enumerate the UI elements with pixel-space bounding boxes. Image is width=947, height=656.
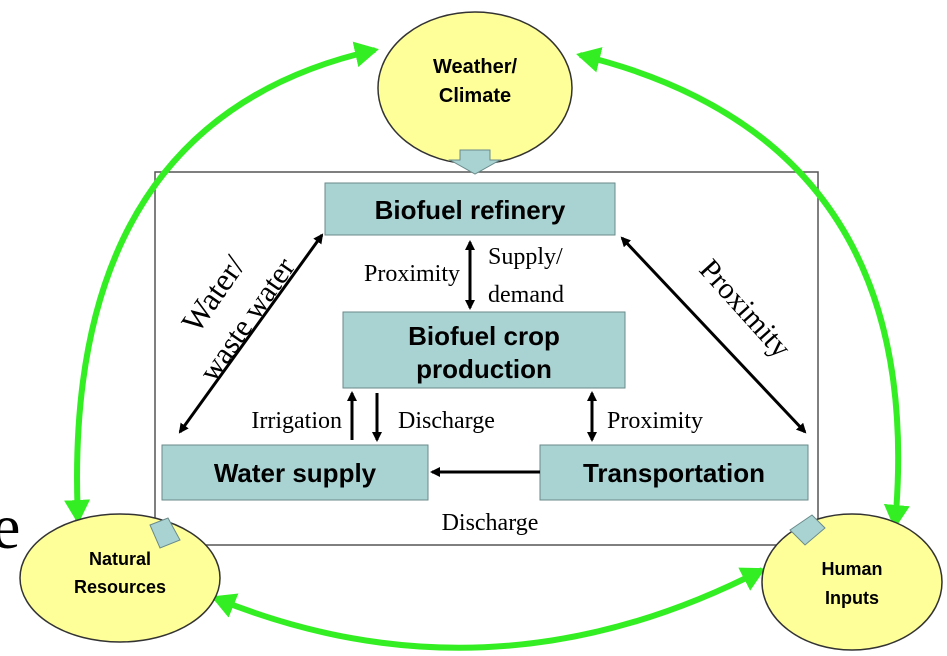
edge-label: Discharge	[442, 510, 539, 536]
edge-label: Proximity	[364, 261, 460, 287]
node-label: Human	[821, 559, 882, 579]
edge-label: demand	[488, 282, 564, 308]
cycle-arrow	[64, 41, 379, 524]
node-label: Natural	[89, 549, 151, 569]
edge	[178, 233, 324, 434]
node-natural	[19, 513, 221, 643]
node-label: Weather/	[433, 56, 518, 78]
edge-label: Proximity	[693, 253, 798, 364]
edge	[620, 236, 807, 434]
node-label: Inputs	[825, 588, 879, 608]
node-water	[161, 444, 429, 501]
node-label: Biofuel refinery	[375, 195, 566, 225]
edge-label: Irrigation	[251, 408, 342, 434]
node-label: production	[416, 354, 552, 384]
node-human	[761, 513, 943, 651]
cycle-arrow	[576, 47, 910, 529]
node-label: Climate	[439, 85, 511, 107]
fragment: e	[0, 491, 20, 562]
node-transport	[539, 444, 809, 501]
node-label: Transportation	[583, 458, 765, 488]
cycle-arrow	[211, 567, 766, 651]
node-label: Water supply	[214, 458, 377, 488]
node-label: Resources	[74, 577, 166, 597]
node-label: Biofuel crop	[408, 321, 560, 351]
edge-label: Discharge	[398, 408, 495, 434]
connector	[149, 517, 181, 549]
block-arrow	[448, 149, 502, 175]
node-crop	[342, 311, 626, 389]
edge-label: Supply/	[488, 244, 563, 270]
connector	[789, 514, 826, 546]
edge-label: Proximity	[607, 408, 703, 434]
node-refinery	[324, 182, 616, 236]
